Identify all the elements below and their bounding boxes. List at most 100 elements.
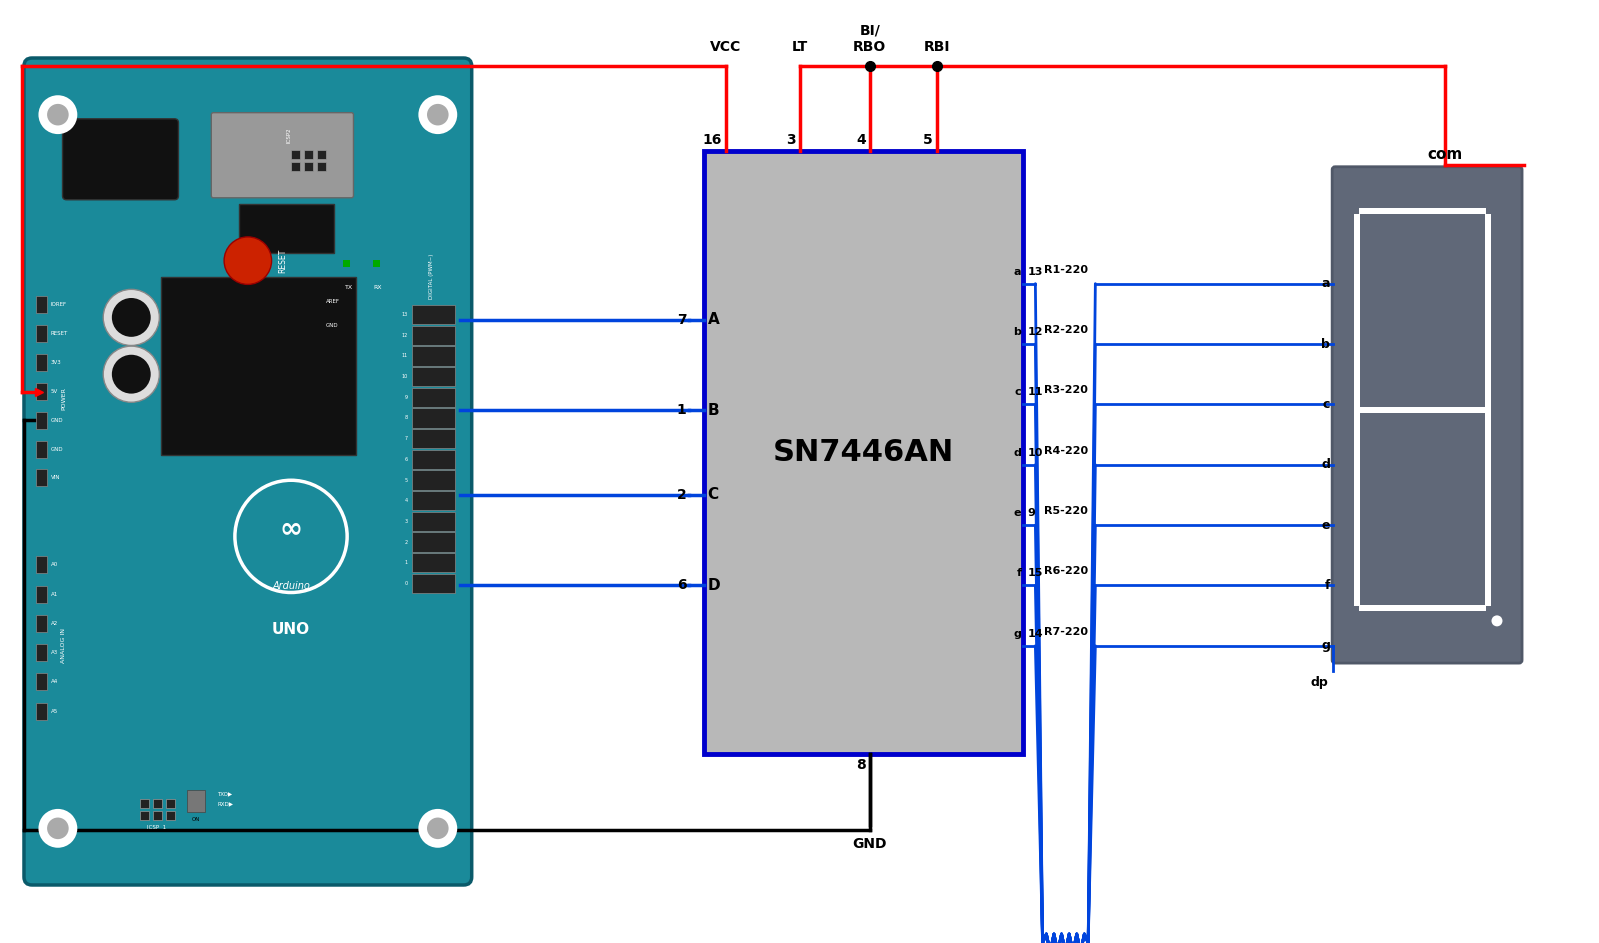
Text: GND: GND — [852, 837, 887, 852]
Bar — [413, 346, 456, 366]
Text: e: e — [1322, 519, 1330, 532]
Circle shape — [427, 818, 449, 839]
Text: 16: 16 — [702, 133, 721, 147]
Bar — [37, 440, 46, 457]
Text: LT: LT — [792, 40, 807, 54]
Text: ICSP2: ICSP2 — [286, 128, 291, 143]
Bar — [413, 325, 456, 345]
Text: RESET: RESET — [51, 331, 69, 336]
Bar — [1359, 604, 1485, 611]
Bar — [1359, 208, 1485, 214]
Text: ICSP  1: ICSP 1 — [147, 825, 166, 830]
Text: 3: 3 — [405, 519, 408, 524]
FancyBboxPatch shape — [62, 119, 179, 200]
Bar — [304, 151, 313, 159]
Text: d: d — [1014, 448, 1022, 457]
Text: c: c — [1015, 388, 1022, 397]
Bar — [1353, 410, 1361, 605]
Text: a: a — [1014, 267, 1022, 276]
Bar — [413, 533, 456, 552]
Text: R4-220: R4-220 — [1044, 446, 1089, 455]
Bar — [291, 151, 301, 159]
Text: R3-220: R3-220 — [1044, 386, 1089, 395]
Text: 4: 4 — [405, 498, 408, 504]
Text: 0: 0 — [405, 581, 408, 586]
Text: 14: 14 — [1028, 629, 1043, 638]
Bar — [413, 367, 456, 387]
Text: A5: A5 — [51, 708, 58, 714]
Bar — [141, 800, 149, 808]
Bar — [413, 408, 456, 428]
Text: 13: 13 — [401, 312, 408, 317]
FancyBboxPatch shape — [24, 58, 472, 885]
Text: GND: GND — [51, 418, 64, 422]
Bar — [141, 811, 149, 820]
Bar — [37, 296, 46, 313]
Bar — [37, 555, 46, 573]
Bar — [291, 162, 301, 172]
Bar — [166, 811, 174, 820]
Text: b: b — [1014, 327, 1022, 337]
Bar — [37, 673, 46, 690]
FancyBboxPatch shape — [211, 112, 353, 198]
Text: 1: 1 — [405, 560, 408, 565]
Bar — [240, 204, 334, 253]
Bar — [413, 491, 456, 510]
Text: g: g — [1321, 639, 1330, 653]
Text: 8: 8 — [855, 758, 865, 772]
Bar — [413, 388, 456, 407]
Text: 6: 6 — [676, 578, 686, 592]
Text: 15: 15 — [1028, 569, 1043, 578]
Text: R5-220: R5-220 — [1044, 506, 1089, 516]
Bar — [154, 811, 161, 820]
Bar — [413, 553, 456, 572]
Text: RXD▶: RXD▶ — [217, 802, 233, 806]
Bar — [37, 383, 46, 400]
Bar — [413, 450, 456, 469]
Bar — [37, 644, 46, 661]
Bar — [413, 429, 456, 448]
Text: TX: TX — [345, 285, 353, 290]
Text: TXO▶: TXO▶ — [217, 791, 232, 797]
Text: 1: 1 — [676, 404, 686, 418]
Bar — [704, 151, 1023, 754]
Text: 13: 13 — [1028, 267, 1043, 276]
Bar — [373, 260, 381, 267]
Text: 10: 10 — [401, 374, 408, 379]
Text: 11: 11 — [1028, 388, 1043, 397]
Bar — [37, 411, 46, 428]
Bar — [1359, 406, 1485, 413]
Text: RESET: RESET — [278, 249, 286, 273]
Text: g: g — [1014, 629, 1022, 638]
Text: A3: A3 — [51, 651, 58, 655]
Bar — [37, 354, 46, 371]
Text: 6: 6 — [405, 456, 408, 462]
Bar — [413, 573, 456, 593]
Text: A2: A2 — [51, 621, 58, 626]
Bar — [166, 800, 174, 808]
Circle shape — [427, 104, 449, 125]
Circle shape — [46, 104, 69, 125]
Text: GND: GND — [326, 323, 337, 328]
Text: 5: 5 — [405, 477, 408, 483]
Text: 2: 2 — [676, 488, 686, 502]
FancyBboxPatch shape — [1332, 167, 1522, 663]
Bar — [342, 260, 350, 267]
Circle shape — [104, 346, 160, 403]
Text: B: B — [708, 403, 720, 418]
Text: ANALOG IN: ANALOG IN — [61, 628, 67, 663]
Circle shape — [46, 818, 69, 839]
Bar — [37, 615, 46, 632]
Text: D: D — [708, 578, 720, 593]
Text: A1: A1 — [51, 592, 58, 597]
Text: DIGITAL (PWM~): DIGITAL (PWM~) — [429, 254, 433, 299]
Text: POWER: POWER — [61, 387, 67, 410]
Text: VCC: VCC — [710, 40, 742, 54]
Text: 3V3: 3V3 — [51, 360, 62, 365]
Text: R6-220: R6-220 — [1044, 567, 1089, 576]
Text: 11: 11 — [401, 354, 408, 358]
Text: GND: GND — [51, 447, 64, 452]
Text: f: f — [1017, 569, 1022, 578]
Text: 3: 3 — [785, 133, 795, 147]
Bar — [304, 162, 313, 172]
